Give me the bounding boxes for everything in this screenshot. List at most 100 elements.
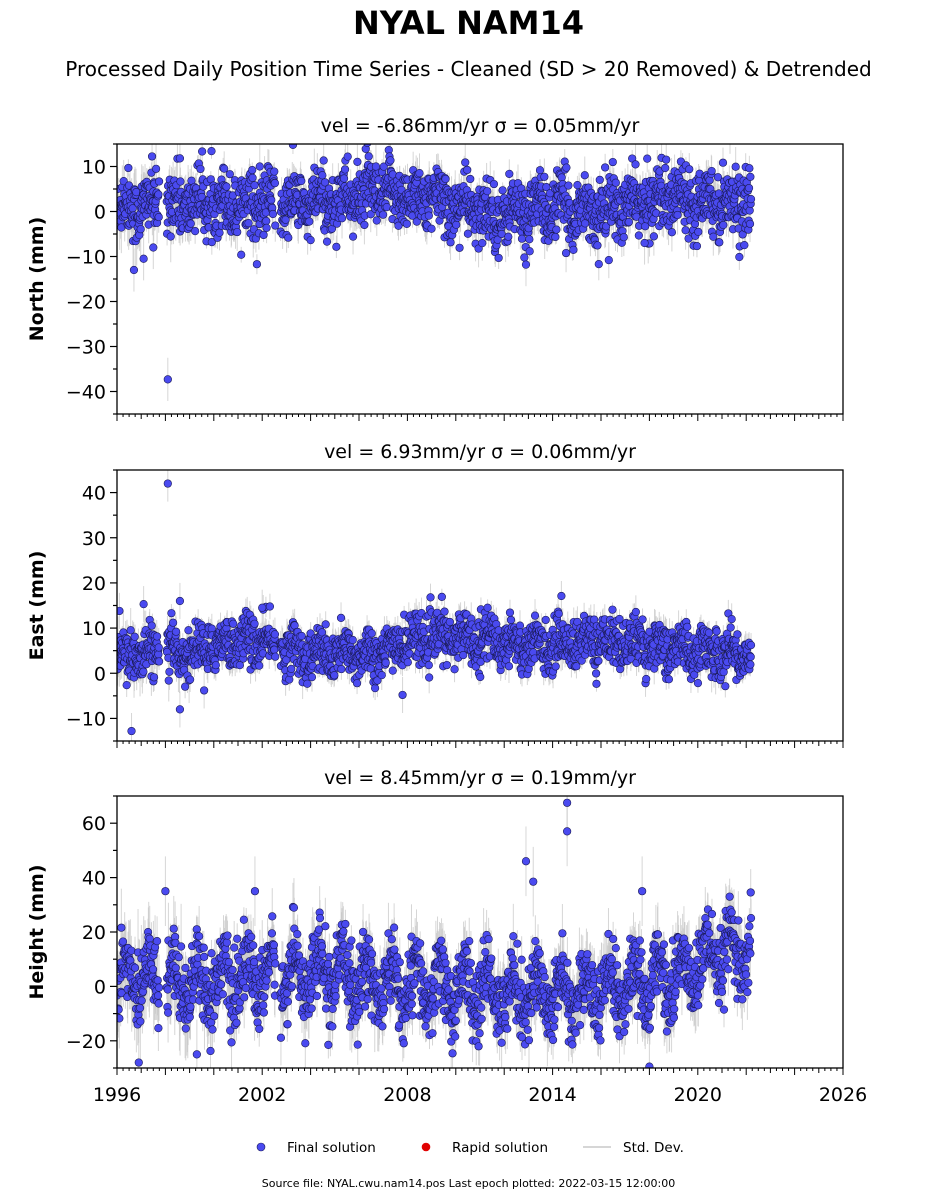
data-point [707, 166, 716, 176]
data-point [569, 245, 578, 254]
data-point [455, 243, 464, 252]
data-point [394, 221, 403, 230]
data-point [154, 212, 163, 222]
data-point [601, 163, 610, 172]
data-point [745, 164, 754, 173]
data-point [250, 181, 259, 190]
data-point [268, 209, 278, 219]
data-point [746, 172, 755, 181]
data-point [551, 232, 560, 242]
data-point [535, 166, 545, 175]
data-point [207, 238, 216, 247]
data-point [604, 256, 613, 265]
outlier-point [139, 254, 148, 263]
data-point [427, 224, 436, 233]
data-point [525, 247, 534, 256]
data-point [713, 173, 723, 182]
data-point [667, 228, 677, 237]
data-point [288, 144, 298, 149]
data-point [305, 217, 314, 226]
data-point [297, 176, 306, 186]
data-point [709, 232, 718, 241]
data-point [154, 190, 163, 199]
data-point [340, 165, 350, 174]
data-point [631, 160, 640, 169]
data-point [608, 157, 617, 167]
y-tick-label: −30 [66, 337, 106, 359]
data-point [270, 167, 279, 176]
data-point [207, 147, 216, 156]
y-tick-label: 0 [94, 202, 106, 224]
data-point [119, 176, 128, 186]
outlier-point [129, 265, 139, 275]
outlier-point [371, 162, 381, 171]
data-point [271, 221, 280, 230]
data-point [731, 162, 740, 171]
data-point [580, 171, 589, 180]
y-tick-label: 10 [82, 157, 106, 179]
data-point [715, 238, 724, 247]
data-point [124, 163, 133, 173]
data-point [151, 164, 161, 173]
data-point [745, 219, 755, 228]
data-point [262, 223, 271, 233]
data-point [624, 217, 633, 227]
data-point [319, 156, 328, 165]
data-point [649, 232, 658, 241]
outlier-point [175, 154, 185, 163]
data-point [348, 232, 358, 241]
data-point [595, 175, 604, 184]
data-point [198, 147, 207, 156]
data-point [244, 219, 253, 228]
outlier-point [521, 260, 531, 269]
data-point [220, 164, 229, 173]
data-point [452, 220, 461, 229]
data-point [147, 152, 157, 161]
data-point [461, 158, 470, 167]
data-point [332, 242, 341, 251]
page-subtitle: Processed Daily Position Time Series - C… [65, 57, 872, 81]
data-point [237, 250, 246, 259]
data-point [353, 157, 362, 167]
data-point [745, 206, 754, 215]
data-point [343, 152, 352, 161]
data-point [463, 165, 472, 175]
data-point [248, 173, 257, 182]
data-point [542, 182, 551, 192]
data-point [525, 235, 534, 244]
data-point [415, 169, 424, 178]
data-point [441, 174, 450, 184]
data-point [215, 228, 224, 237]
data-point [564, 181, 573, 190]
data-point [634, 231, 643, 240]
data-point [366, 210, 375, 219]
data-point [718, 158, 728, 167]
data-point [643, 154, 652, 163]
data-point [318, 171, 327, 180]
data-point [339, 174, 349, 183]
data-point [661, 163, 670, 173]
plot-area-2 [117, 470, 756, 741]
data-point [233, 227, 242, 237]
data-point [540, 172, 549, 181]
outlier-point [149, 243, 158, 252]
data-point [412, 217, 421, 226]
data-point [402, 219, 411, 228]
data-point [166, 232, 175, 241]
data-point [372, 216, 381, 225]
data-point [681, 226, 690, 235]
data-point [267, 195, 276, 205]
data-point [552, 225, 561, 234]
data-point [685, 165, 694, 174]
plot-area-1 [117, 144, 756, 401]
data-point [562, 163, 571, 172]
data-point [225, 170, 234, 179]
outlier-point [255, 162, 264, 171]
data-point [363, 144, 372, 147]
data-point [322, 237, 332, 246]
data-point [662, 155, 671, 164]
data-point [504, 232, 513, 241]
data-point [270, 179, 280, 188]
data-point [593, 241, 602, 250]
data-point [611, 178, 620, 187]
